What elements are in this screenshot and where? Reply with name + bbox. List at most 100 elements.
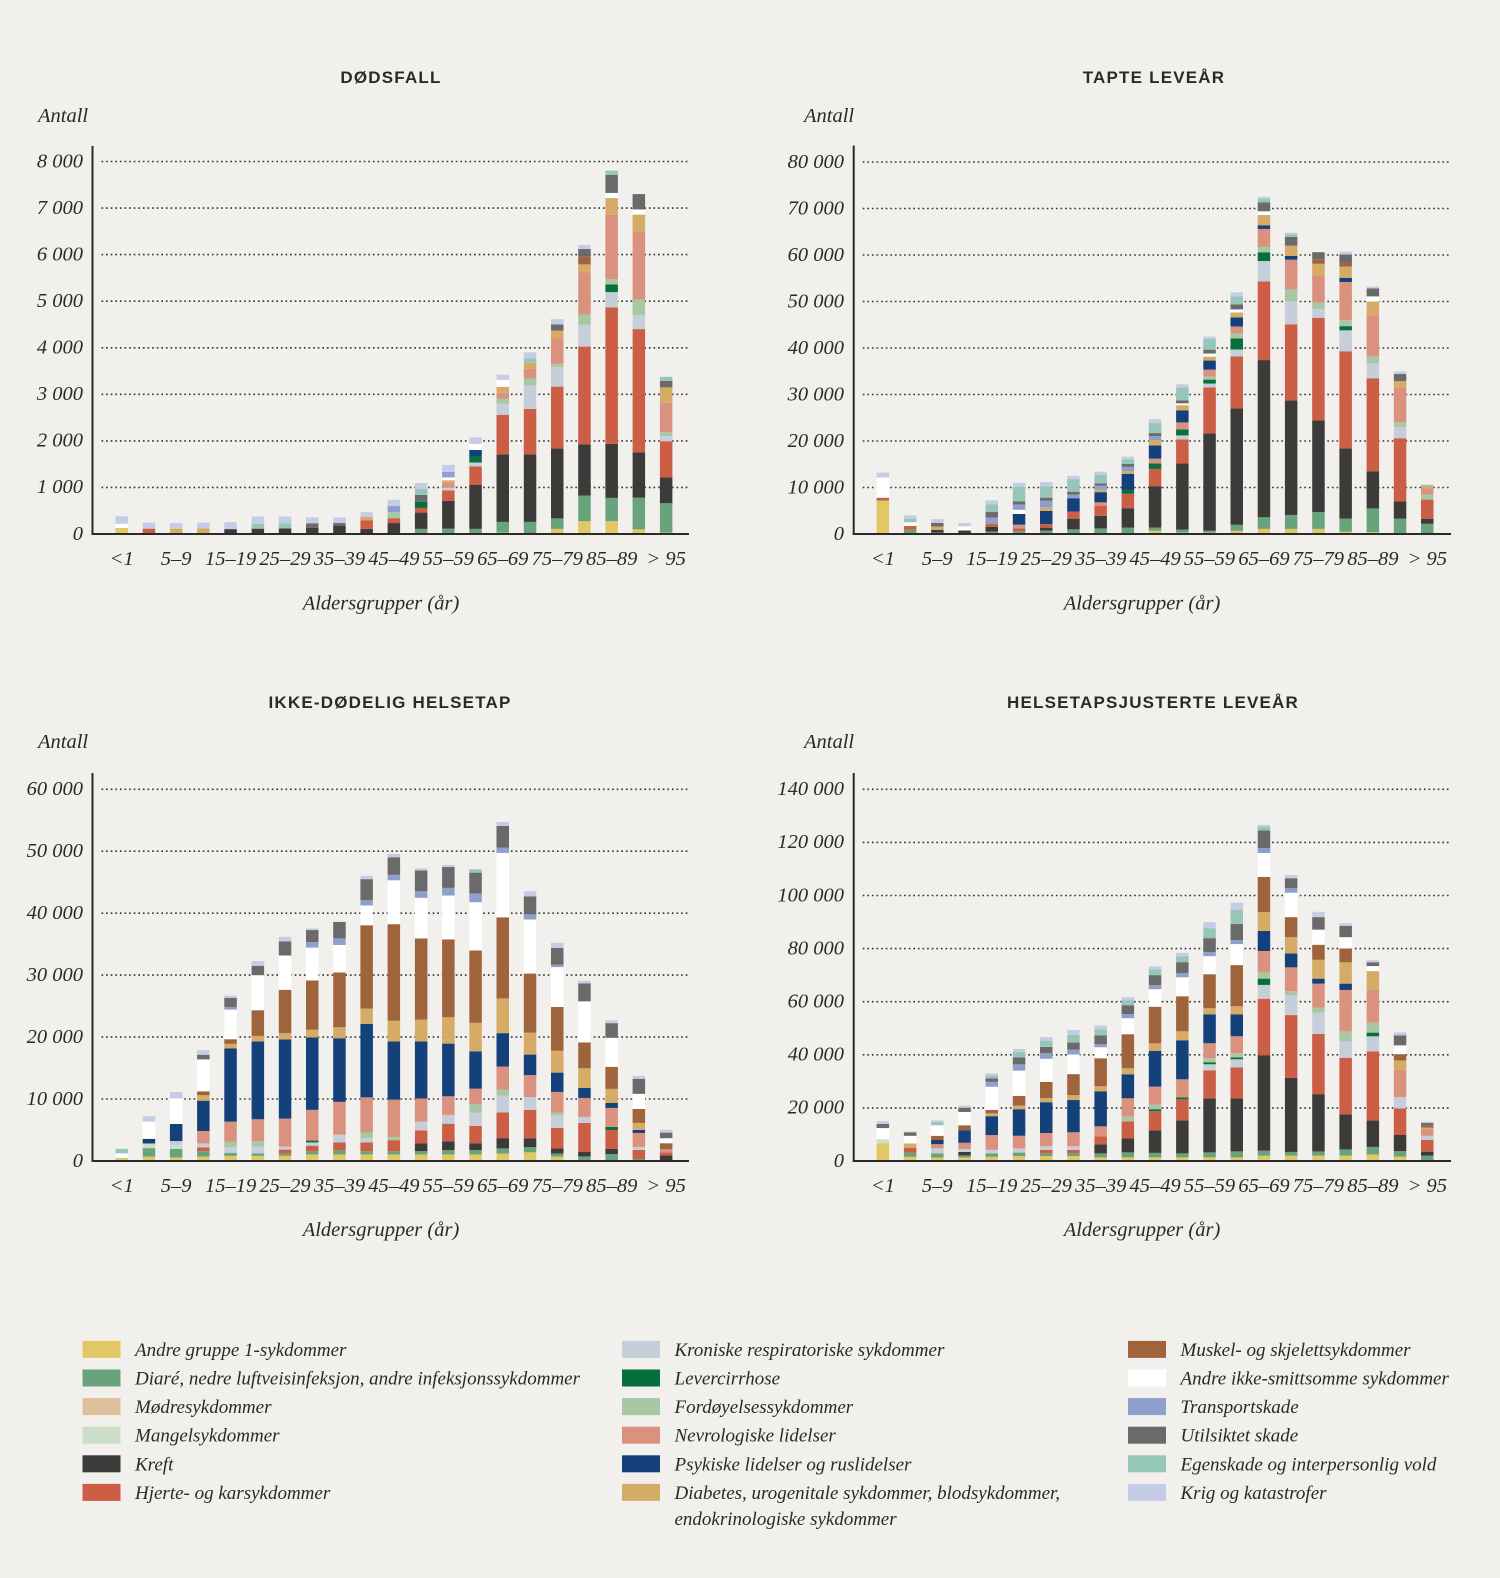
- svg-text:Hjerte- og karsykdommer: Hjerte- og karsykdommer: [134, 1483, 331, 1504]
- svg-text:35–39: 35–39: [1074, 1175, 1126, 1197]
- svg-text:1 000: 1 000: [37, 476, 83, 498]
- svg-text:5–9: 5–9: [922, 1175, 953, 1197]
- svg-text:60 000: 60 000: [788, 244, 844, 266]
- svg-text:55–59: 55–59: [1184, 1175, 1235, 1197]
- svg-text:25–29: 25–29: [1021, 548, 1072, 570]
- svg-text:Diabetes, urogenitale sykdomme: Diabetes, urogenitale sykdommer, blodsyk…: [674, 1483, 1061, 1504]
- svg-text:55–59: 55–59: [423, 548, 474, 570]
- svg-text:15–19: 15–19: [205, 1175, 256, 1197]
- svg-text:> 95: > 95: [1408, 1175, 1447, 1197]
- svg-text:30 000: 30 000: [787, 383, 844, 405]
- svg-text:Psykiske lidelser og ruslidels: Psykiske lidelser og ruslidelser: [674, 1454, 913, 1475]
- svg-text:Kreft: Kreft: [134, 1454, 174, 1475]
- svg-text:Antall: Antall: [36, 105, 88, 127]
- svg-text:60 000: 60 000: [788, 991, 844, 1013]
- svg-text:85–89: 85–89: [586, 548, 637, 570]
- svg-text:80 000: 80 000: [788, 151, 844, 173]
- svg-text:55–59: 55–59: [423, 1175, 474, 1197]
- svg-text:65–69: 65–69: [477, 1175, 528, 1197]
- svg-text:0: 0: [834, 523, 844, 545]
- svg-text:5 000: 5 000: [37, 290, 83, 312]
- svg-text:20 000: 20 000: [788, 430, 844, 452]
- svg-text:Muskel- og skjelettsykdommer: Muskel- og skjelettsykdommer: [1180, 1340, 1412, 1361]
- svg-text:15–19: 15–19: [205, 548, 256, 570]
- svg-text:Utilsiktet skade: Utilsiktet skade: [1181, 1426, 1299, 1447]
- svg-text:Antall: Antall: [802, 105, 854, 127]
- svg-text:Andre ikke-smittsomme sykdomme: Andre ikke-smittsomme sykdommer: [1179, 1369, 1450, 1390]
- svg-text:7 000: 7 000: [37, 197, 83, 219]
- svg-text:120 000: 120 000: [777, 831, 844, 853]
- svg-text:75–79: 75–79: [1293, 1175, 1344, 1197]
- svg-text:25–29: 25–29: [1021, 1175, 1072, 1197]
- svg-text:85–89: 85–89: [1347, 548, 1398, 570]
- svg-text:TAPTE LEVEÅR: TAPTE LEVEÅR: [1083, 68, 1226, 87]
- svg-text:30 000: 30 000: [26, 964, 83, 986]
- svg-text:Levercirrhose: Levercirrhose: [674, 1369, 781, 1390]
- svg-text:25–29: 25–29: [259, 1175, 310, 1197]
- svg-text:> 95: > 95: [646, 1175, 685, 1197]
- svg-text:HELSETAPSJUSTERTE LEVEÅR: HELSETAPSJUSTERTE LEVEÅR: [1007, 693, 1299, 712]
- svg-text:Kroniske respiratoriske sykdom: Kroniske respiratoriske sykdommer: [674, 1340, 945, 1361]
- svg-text:0: 0: [73, 1150, 83, 1172]
- svg-text:4 000: 4 000: [37, 337, 83, 359]
- svg-text:Aldersgrupper (år): Aldersgrupper (år): [1062, 593, 1221, 615]
- svg-text:25–29: 25–29: [259, 548, 310, 570]
- svg-text:Antall: Antall: [802, 731, 854, 753]
- svg-text:Nevrologiske lidelser: Nevrologiske lidelser: [674, 1426, 837, 1447]
- svg-text:75–79: 75–79: [532, 1175, 583, 1197]
- svg-text:0: 0: [834, 1150, 844, 1172]
- svg-text:20 000: 20 000: [27, 1026, 83, 1048]
- svg-text:10 000: 10 000: [27, 1088, 83, 1110]
- svg-text:60 000: 60 000: [27, 778, 83, 800]
- svg-text:3 000: 3 000: [36, 383, 83, 405]
- svg-text:55–59: 55–59: [1184, 548, 1235, 570]
- svg-text:140 000: 140 000: [777, 778, 844, 800]
- svg-text:<1: <1: [110, 548, 134, 570]
- svg-text:endokrinologiske sykdommer: endokrinologiske sykdommer: [675, 1509, 898, 1530]
- svg-text:15–19: 15–19: [966, 1175, 1017, 1197]
- svg-text:85–89: 85–89: [586, 1175, 637, 1197]
- svg-text:DØDSFALL: DØDSFALL: [340, 68, 441, 87]
- svg-text:Egenskade og interpersonlig vo: Egenskade og interpersonlig vold: [1180, 1454, 1437, 1475]
- svg-text:35–39: 35–39: [313, 1175, 365, 1197]
- svg-text:65–69: 65–69: [1238, 548, 1289, 570]
- svg-text:<1: <1: [871, 1175, 895, 1197]
- svg-text:45–49: 45–49: [1129, 1175, 1180, 1197]
- svg-text:<1: <1: [110, 1175, 134, 1197]
- svg-text:65–69: 65–69: [1238, 1175, 1289, 1197]
- svg-text:65–69: 65–69: [477, 548, 528, 570]
- svg-text:Mangelsykdommer: Mangelsykdommer: [134, 1426, 280, 1447]
- svg-text:6 000: 6 000: [37, 243, 83, 265]
- svg-text:45–49: 45–49: [368, 548, 419, 570]
- svg-text:35–39: 35–39: [313, 548, 365, 570]
- svg-text:5–9: 5–9: [922, 548, 953, 570]
- svg-text:<1: <1: [871, 548, 895, 570]
- svg-text:35–39: 35–39: [1074, 548, 1126, 570]
- svg-text:Andre gruppe 1-sykdommer: Andre gruppe 1-sykdommer: [133, 1340, 347, 1361]
- svg-text:IKKE-DØDELIG HELSETAP: IKKE-DØDELIG HELSETAP: [268, 693, 511, 712]
- svg-text:70 000: 70 000: [788, 197, 844, 219]
- svg-text:Krig og katastrofer: Krig og katastrofer: [1180, 1483, 1328, 1504]
- svg-text:Mødresykdommer: Mødresykdommer: [134, 1397, 272, 1418]
- svg-text:75–79: 75–79: [532, 548, 583, 570]
- svg-text:Aldersgrupper (år): Aldersgrupper (år): [301, 593, 460, 615]
- svg-text:15–19: 15–19: [966, 548, 1017, 570]
- svg-text:85–89: 85–89: [1347, 1175, 1398, 1197]
- svg-text:45–49: 45–49: [368, 1175, 419, 1197]
- svg-text:10 000: 10 000: [788, 476, 844, 498]
- svg-text:50 000: 50 000: [788, 290, 844, 312]
- svg-text:75–79: 75–79: [1293, 548, 1344, 570]
- svg-text:8 000: 8 000: [37, 150, 83, 172]
- svg-text:20 000: 20 000: [788, 1097, 844, 1119]
- svg-text:40 000: 40 000: [788, 337, 844, 359]
- svg-text:> 95: > 95: [1408, 548, 1447, 570]
- svg-text:40 000: 40 000: [27, 902, 83, 924]
- svg-text:Aldersgrupper (år): Aldersgrupper (år): [301, 1219, 460, 1241]
- svg-text:100 000: 100 000: [777, 884, 844, 906]
- svg-text:Antall: Antall: [36, 731, 88, 753]
- svg-text:5–9: 5–9: [161, 548, 192, 570]
- svg-text:Aldersgrupper (år): Aldersgrupper (år): [1062, 1219, 1221, 1241]
- svg-text:5–9: 5–9: [161, 1175, 192, 1197]
- svg-text:Transportskade: Transportskade: [1181, 1397, 1299, 1418]
- svg-text:0: 0: [73, 523, 83, 545]
